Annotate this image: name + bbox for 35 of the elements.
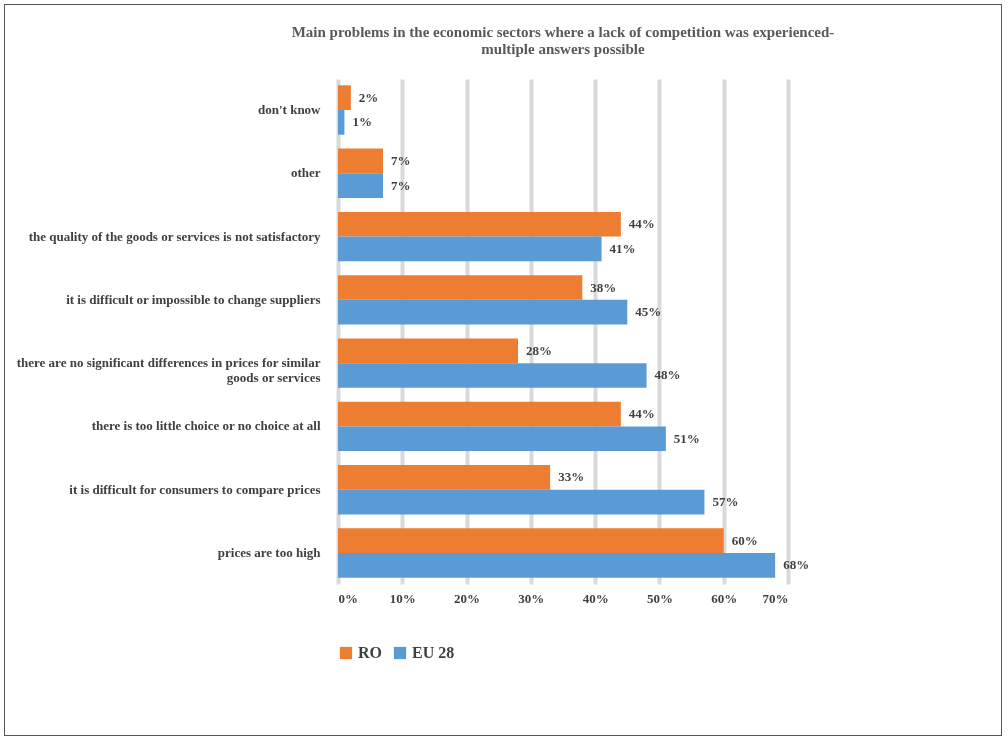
data-label: 1% bbox=[352, 114, 372, 130]
data-label: 33% bbox=[558, 469, 585, 485]
y-tick-label: it is difficult for consumers to compare prices bbox=[69, 481, 321, 497]
data-label: 41% bbox=[609, 240, 636, 256]
data-label: 44% bbox=[628, 406, 655, 422]
y-tick-label: there are no significant differences in prices for similar goods or services bbox=[16, 355, 321, 386]
data-label: 28% bbox=[526, 342, 552, 358]
data-label: 44% bbox=[628, 216, 655, 232]
data-label: 7% bbox=[391, 177, 411, 193]
legend-label: EU 28 bbox=[412, 644, 455, 661]
x-tick-label: 10% bbox=[389, 590, 416, 606]
data-label: 7% bbox=[391, 152, 411, 168]
y-tick-label: don't know bbox=[258, 102, 322, 118]
data-label: 2% bbox=[358, 89, 379, 105]
legend-label: RO bbox=[358, 644, 382, 661]
x-tick-label: 60% bbox=[711, 590, 738, 606]
x-tick-label: 50% bbox=[646, 590, 673, 606]
y-tick-label: there is too little choice or no choice at all bbox=[91, 418, 321, 434]
data-label: 45% bbox=[635, 304, 662, 320]
x-tick-label: 0% bbox=[338, 590, 358, 606]
y-tick-label: other bbox=[290, 165, 321, 181]
data-label: 38% bbox=[590, 279, 617, 295]
data-label: 68% bbox=[783, 557, 810, 573]
data-label: 48% bbox=[654, 367, 681, 383]
chart-title: Main problems in the economic sectors where a lack of competition was experienced- multiple answers possible bbox=[291, 24, 835, 57]
data-label: 51% bbox=[673, 430, 700, 446]
x-tick-label: 30% bbox=[518, 590, 545, 606]
x-tick-label: 40% bbox=[582, 590, 609, 606]
y-tick-label: prices are too high bbox=[217, 544, 322, 560]
data-label: 60% bbox=[731, 532, 758, 548]
x-tick-label: 20% bbox=[454, 590, 481, 606]
y-tick-label: it is difficult or impossible to change suppliers bbox=[66, 291, 321, 307]
x-tick-label: 70% bbox=[762, 590, 789, 606]
data-label: 57% bbox=[712, 494, 739, 510]
y-tick-label: the quality of the goods or services is not satisfactory bbox=[28, 228, 321, 244]
